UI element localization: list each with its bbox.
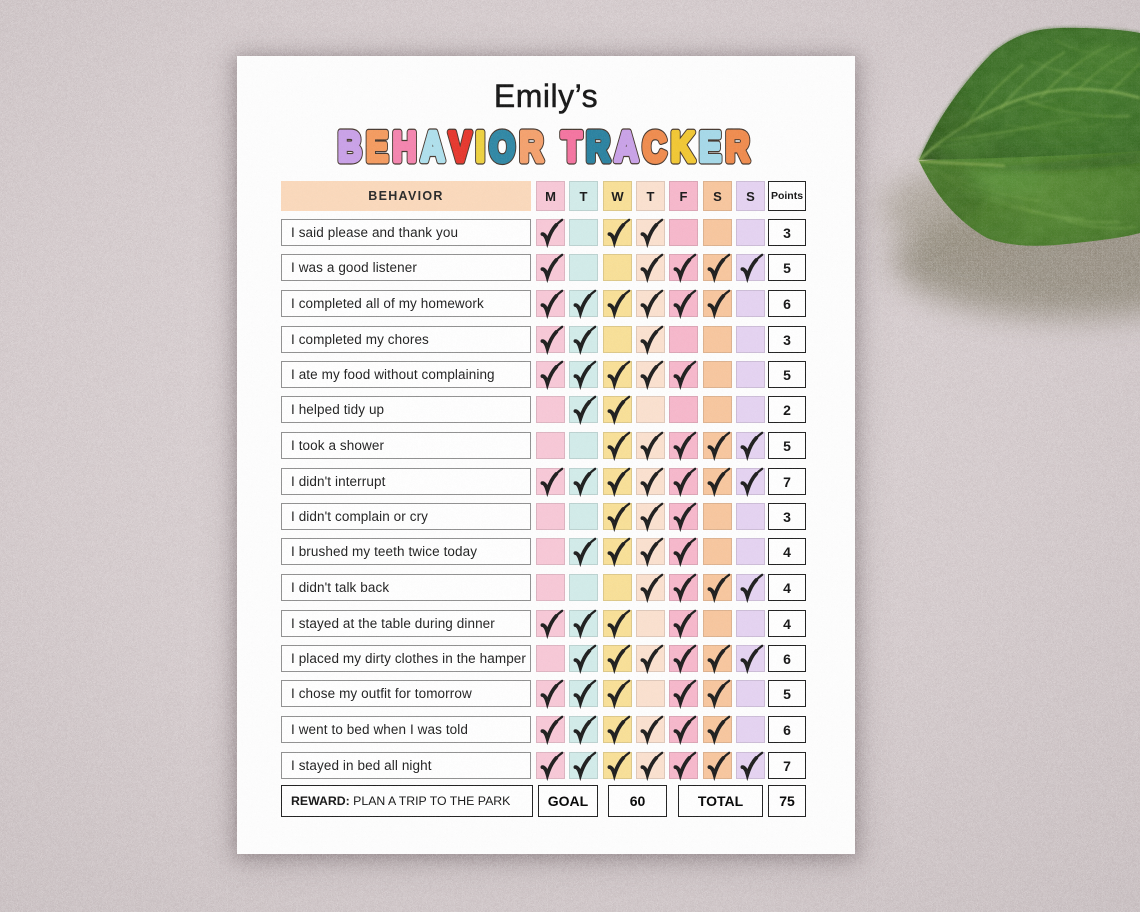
- svg-text:BEHAVIOR TRACKER: BEHAVIOR TRACKER: [338, 123, 754, 170]
